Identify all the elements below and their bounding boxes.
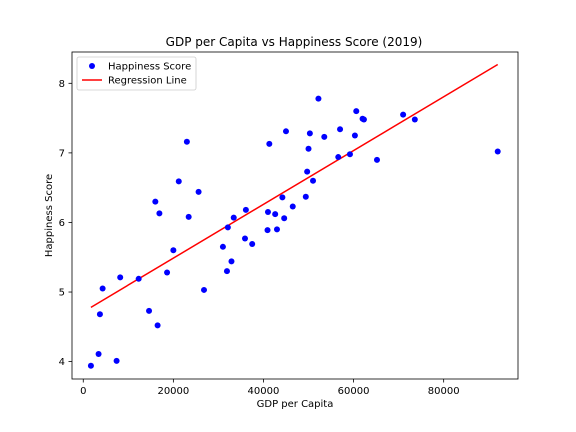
x-tick-label: 60000 [338, 386, 370, 397]
regression-line [90, 63, 499, 308]
scatter-point [335, 154, 342, 161]
x-axis-label: GDP per Capita [257, 399, 334, 410]
scatter-point [306, 130, 313, 137]
legend-label-regression: Regression Line [108, 76, 187, 87]
scatter-point [321, 133, 328, 140]
scatter-point [351, 132, 358, 139]
scatter-point [264, 209, 271, 216]
scatter-point [266, 140, 273, 147]
scatter-point [113, 357, 120, 364]
legend-label-happiness: Happiness Score [108, 62, 191, 73]
scatter-point [264, 227, 271, 234]
scatter-point [304, 168, 311, 175]
scatter-point [99, 285, 106, 292]
y-tick-label: 7 [59, 148, 65, 159]
scatter-point [242, 206, 249, 213]
x-tick-label: 80000 [428, 386, 460, 397]
scatter-point [282, 128, 289, 135]
scatter-point [175, 178, 182, 185]
y-tick-label: 5 [59, 288, 65, 299]
y-tick-label: 8 [59, 79, 65, 90]
legend-box [76, 56, 197, 91]
scatter-point [96, 311, 103, 318]
scatter-point [183, 138, 190, 145]
scatter-point [156, 210, 163, 217]
legend-marker-happiness [89, 63, 95, 69]
scatter-point [224, 224, 231, 231]
scatter-point [310, 177, 317, 184]
scatter-point [411, 116, 418, 123]
scatter-point [494, 148, 501, 155]
scatter-point [305, 145, 312, 152]
x-tick-label: 20000 [157, 386, 189, 397]
scatter-point [87, 362, 94, 369]
y-tick-label: 4 [59, 357, 65, 368]
scatter-point [400, 111, 407, 118]
scatter-point [146, 307, 153, 314]
scatter-point [223, 268, 230, 275]
scatter-point [241, 235, 248, 242]
scatter-point [170, 247, 177, 254]
scatter-point [185, 213, 192, 220]
scatter-point [360, 116, 367, 123]
chart-title: GDP per Capita vs Happiness Score (2019) [166, 35, 423, 49]
scatter-point [135, 275, 142, 282]
scatter-point [272, 211, 279, 218]
y-tick-label: 6 [59, 218, 65, 229]
scatter-point [164, 269, 171, 276]
scatter-point [289, 203, 296, 210]
scatter-point [249, 241, 256, 248]
scatter-point [373, 156, 380, 163]
plot-area [72, 52, 518, 379]
scatter-point [281, 215, 288, 222]
axes-layer: 0 20000 40000 60000 80000 4 5 6 7 8 [59, 79, 460, 397]
scatter-point [273, 226, 280, 233]
plot-frame [71, 51, 519, 380]
y-axis-label: Happiness Score [44, 174, 55, 257]
scatter-point [219, 243, 226, 250]
scatter-point [279, 194, 286, 201]
scatter-point [230, 214, 237, 221]
scatter-point [154, 322, 161, 329]
scatter-point [346, 151, 353, 158]
data-layer [87, 63, 501, 369]
legend: Happiness Score Regression Line [76, 56, 197, 91]
scatter-point [117, 274, 124, 281]
scatter-point [337, 126, 344, 133]
scatter-point [315, 95, 322, 102]
scatter-point [195, 188, 202, 195]
scatter-point [95, 350, 102, 357]
scatter-point [201, 286, 207, 293]
scatter-point [228, 258, 235, 265]
x-tick-label: 40000 [248, 386, 280, 397]
scatter-point [302, 193, 309, 200]
scatter-point [353, 108, 360, 115]
x-tick-label: 0 [80, 386, 86, 397]
scatter-point [152, 198, 159, 205]
